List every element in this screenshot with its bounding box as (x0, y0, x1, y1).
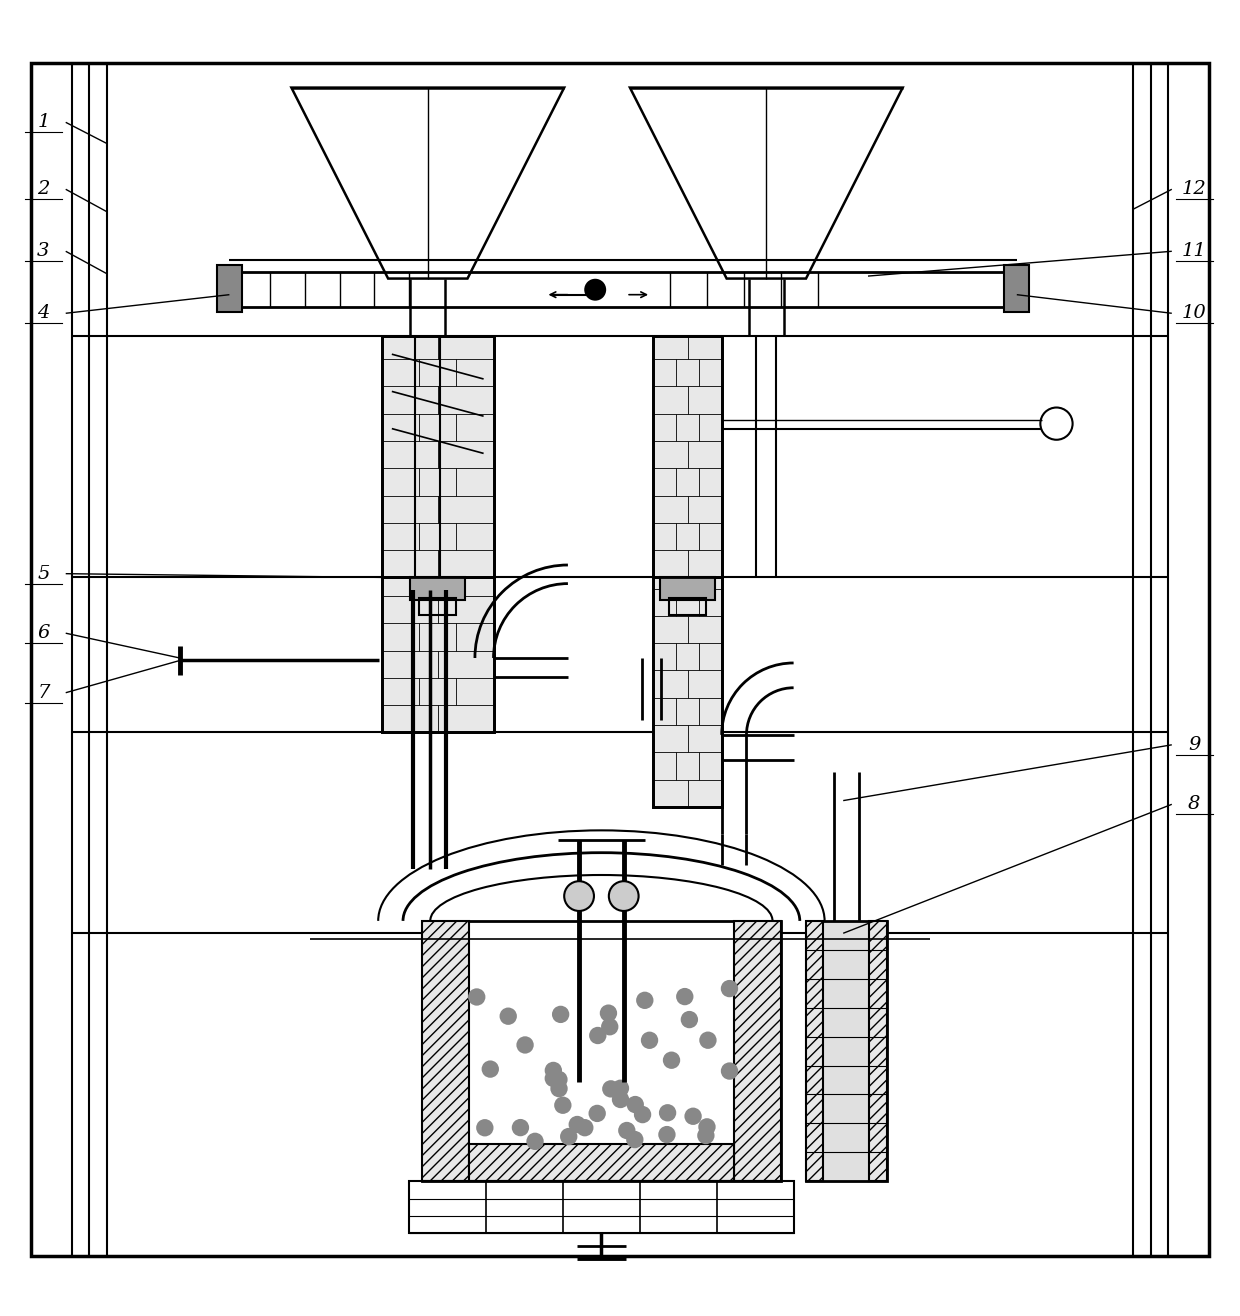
Bar (382, 578, 494, 733)
Circle shape (476, 1119, 494, 1137)
Circle shape (564, 882, 594, 911)
Circle shape (544, 1070, 562, 1087)
Circle shape (512, 1119, 529, 1136)
Bar (469, 1144, 734, 1182)
Circle shape (658, 1126, 676, 1144)
Text: 10: 10 (1182, 304, 1207, 322)
Bar (653, 336, 722, 578)
Bar (806, 921, 823, 1182)
Text: 11: 11 (1182, 242, 1207, 261)
Bar (422, 921, 781, 1182)
Circle shape (698, 1119, 715, 1136)
Bar (660, 578, 714, 600)
Bar (670, 599, 707, 615)
Bar (409, 1182, 794, 1233)
Circle shape (626, 1096, 644, 1113)
Circle shape (569, 1116, 587, 1133)
Circle shape (658, 1104, 676, 1121)
Text: 8: 8 (1188, 795, 1200, 813)
Bar (382, 336, 494, 578)
Text: 1: 1 (37, 113, 50, 132)
Circle shape (641, 1032, 658, 1049)
Circle shape (481, 1061, 498, 1078)
Bar (869, 921, 887, 1182)
Text: 3: 3 (37, 242, 50, 261)
Circle shape (589, 1104, 606, 1123)
Circle shape (611, 1091, 629, 1108)
Circle shape (560, 1128, 578, 1145)
Circle shape (626, 1130, 644, 1149)
Text: 5: 5 (37, 565, 50, 583)
Text: 6: 6 (37, 624, 50, 642)
Circle shape (684, 1108, 702, 1125)
Text: 12: 12 (1182, 180, 1207, 199)
Circle shape (577, 1119, 594, 1137)
Circle shape (467, 988, 485, 1005)
Circle shape (589, 1026, 606, 1044)
Circle shape (554, 1096, 572, 1113)
Circle shape (681, 1011, 698, 1028)
Text: 7: 7 (37, 684, 50, 701)
Bar (653, 578, 722, 807)
Circle shape (544, 1062, 562, 1079)
Circle shape (611, 1079, 629, 1098)
Circle shape (601, 1019, 619, 1036)
Bar (653, 336, 722, 578)
Circle shape (603, 1080, 620, 1098)
Text: 4: 4 (37, 304, 50, 322)
Circle shape (609, 882, 639, 911)
Circle shape (636, 992, 653, 1009)
Text: 2: 2 (37, 180, 50, 199)
Circle shape (697, 1126, 714, 1144)
Circle shape (551, 1071, 568, 1088)
Circle shape (720, 980, 738, 998)
Circle shape (585, 280, 605, 300)
Bar (1004, 265, 1029, 312)
Bar (382, 336, 494, 578)
Circle shape (526, 1133, 543, 1150)
Circle shape (699, 1032, 717, 1049)
Bar (653, 578, 722, 807)
Bar (806, 921, 887, 1182)
Circle shape (600, 1004, 618, 1021)
Circle shape (500, 1008, 517, 1025)
Bar (382, 578, 494, 733)
Circle shape (676, 988, 693, 1005)
Bar (422, 921, 469, 1182)
Circle shape (663, 1051, 681, 1069)
Circle shape (516, 1036, 533, 1054)
Bar (419, 599, 456, 615)
Bar (217, 265, 242, 312)
Circle shape (634, 1105, 651, 1124)
Circle shape (720, 1062, 738, 1079)
Circle shape (618, 1121, 635, 1140)
Text: 9: 9 (1188, 736, 1200, 754)
Bar (410, 578, 465, 600)
Bar (734, 921, 781, 1182)
Circle shape (552, 1005, 569, 1023)
Circle shape (551, 1080, 568, 1098)
